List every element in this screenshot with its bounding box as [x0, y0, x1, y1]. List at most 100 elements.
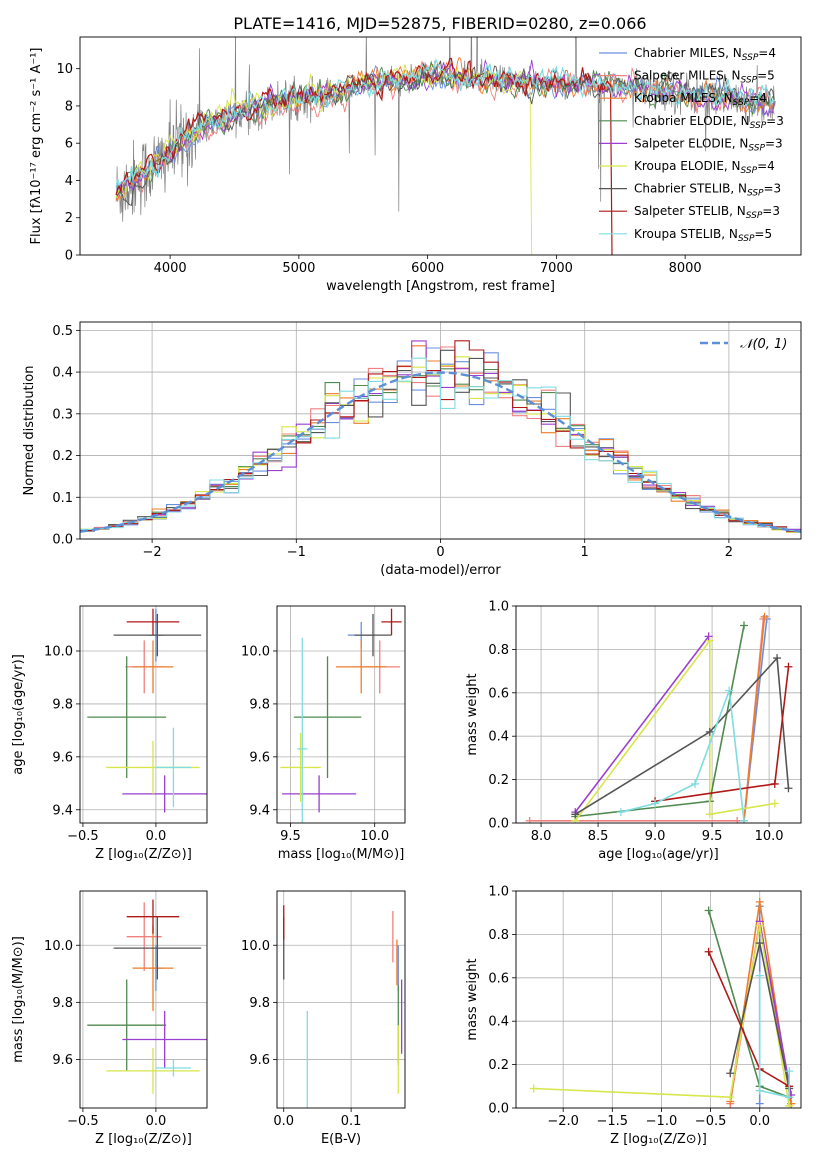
- y-tick-label: 0.4: [488, 730, 509, 745]
- x-tick-label: 2: [725, 545, 733, 560]
- y-tick-label: 0.2: [52, 449, 73, 464]
- weight-line-salpeter-elodie: [574, 635, 710, 813]
- weight-marker: [616, 808, 625, 817]
- errorbar-salpeter-stelib: [126, 899, 180, 934]
- weight-line-kroupa-stelib: [758, 975, 790, 1099]
- errorbar-chabrier-stelib: [113, 916, 202, 980]
- x-axis-label: wavelength [Angstrom, rest frame]: [326, 279, 555, 294]
- y-tick-label: 0.0: [488, 1102, 509, 1117]
- y-axis-label: mass [log₁₀(M/M⊙)]: [11, 936, 26, 1063]
- y-tick-label: 0.6: [488, 686, 509, 701]
- x-tick-label: −2: [143, 545, 162, 560]
- weight-marker: [785, 1101, 794, 1108]
- x-axis-label: E(B-V): [321, 1132, 361, 1147]
- y-axis-label: mass weight: [465, 673, 480, 755]
- y-tick-label: 1.0: [488, 600, 509, 615]
- legend-entry: Salpeter ELODIE, NSSP=3: [634, 136, 783, 153]
- mass_weight_vs_Z-panel: −2.0 −1.5 −1.0 −0.5 0.0 0.0 0.2 0.4 0.6 0.8 1.0 Z […: [465, 885, 802, 1147]
- legend-entry: 𝒩(0, 1): [740, 337, 787, 352]
- plot-area: [115, 37, 776, 255]
- y-tick-label: 9.8: [52, 996, 73, 1011]
- weight-line-salpeter-elodie: [758, 921, 792, 1096]
- weight-marker: [755, 939, 764, 948]
- weight-marker: [755, 1099, 764, 1108]
- weight-marker: [760, 612, 769, 621]
- y-tick-label: 0.5: [52, 324, 73, 339]
- y-tick-label: 9.8: [249, 996, 270, 1011]
- axes-frame: [515, 605, 802, 824]
- x-axis-label: age [log₁₀(age/yr)]: [598, 847, 719, 862]
- mass_vs_Z-panel: −0.5 0.0 9.6 9.8 10.0 Z [log₁₀(Z/Z⊙)] mass [lo…: [11, 890, 208, 1147]
- weight-marker: [571, 810, 580, 819]
- x-axis-label: Z [log₁₀(Z/Z⊙)]: [95, 1132, 192, 1147]
- plot-area: [87, 899, 207, 1094]
- y-tick-label: 9.6: [52, 1053, 73, 1068]
- legend-entry: Chabrier MILES, NSSP=4: [634, 46, 776, 63]
- y-tick-label: 0.8: [488, 928, 509, 943]
- weight-marker: [755, 897, 764, 906]
- x-tick-label: −1: [287, 545, 306, 560]
- x-tick-label: −1.0: [646, 1114, 678, 1129]
- y-tick-label: 0.0: [52, 533, 73, 548]
- y-tick-label: 0.8: [488, 643, 509, 658]
- normal-reference-curve: [80, 371, 801, 533]
- legend-entry: Kroupa ELODIE, NSSP=4: [634, 159, 775, 176]
- errorbar-kroupa-miles: [132, 640, 174, 694]
- errorbar-salpeter-stelib: [381, 608, 402, 636]
- y-axis-label: Normed distribution: [22, 366, 37, 496]
- errorbar-salpeter-stelib: [126, 608, 180, 636]
- y-tick-label: 1.0: [488, 885, 509, 900]
- model-line-salpeter-stelib: [115, 57, 613, 255]
- x-axis-label: Z [log₁₀(Z/Z⊙)]: [95, 847, 192, 862]
- weight-marker: [705, 727, 714, 736]
- errorbar-kroupa-stelib: [155, 727, 191, 808]
- mass_weight_vs_age-panel: 8.0 8.5 9.0 9.5 10.0 0.0 0.2 0.4 0.6 0.8 1.0 age [l…: [465, 600, 802, 862]
- weight-marker: [651, 799, 660, 808]
- errorbar-kroupa-stelib: [155, 1059, 191, 1077]
- legend-entry: Kroupa MILES, NSSP=4: [634, 91, 767, 108]
- model-line-chabrier-stelib: [115, 60, 775, 207]
- x-axis-label: Z [log₁₀(Z/Z⊙)]: [610, 1132, 707, 1147]
- weight-marker: [785, 1067, 794, 1076]
- axes-frame: [79, 36, 802, 256]
- errorbar-chabrier-stelib: [354, 613, 392, 657]
- weight-line-chabrier-elodie: [707, 910, 790, 1098]
- model-line-salpeter-miles: [115, 60, 775, 201]
- errorbar-kroupa-elodie: [280, 733, 321, 802]
- weight-marker: [690, 779, 699, 788]
- x-tick-label: 8.0: [531, 829, 552, 844]
- weight-marker: [525, 816, 534, 823]
- weight-marker: [705, 636, 714, 645]
- y-tick-label: 8: [65, 99, 73, 114]
- weight-marker: [740, 816, 748, 823]
- weight-marker: [784, 784, 793, 793]
- legend-entry: Chabrier ELODIE, NSSP=3: [634, 114, 784, 131]
- x-tick-label: 7000: [540, 261, 573, 276]
- plot-area: [80, 340, 801, 533]
- errorbar-kroupa-miles: [132, 925, 174, 1011]
- x-axis-label: mass [log₁₀(M/M⊙)]: [278, 847, 405, 862]
- x-tick-label: 9.5: [280, 829, 301, 844]
- y-tick-label: 0: [65, 249, 73, 264]
- y-tick-label: 0.4: [52, 366, 73, 381]
- figure-title: PLATE=1416, MJD=52875, FIBERID=0280, z=0…: [233, 14, 646, 33]
- x-tick-label: 0: [436, 545, 444, 560]
- errorbar-kroupa-stelib: [297, 637, 308, 823]
- axes-frame: [79, 890, 208, 1109]
- weight-marker: [733, 816, 742, 823]
- weight-marker: [529, 1084, 538, 1093]
- y-tick-label: 9.6: [249, 750, 270, 765]
- mass_vs_ebv-panel: 0.0 0.1 9.6 9.8 10.0 E(B-V): [241, 890, 406, 1147]
- x-tick-label: −0.5: [695, 1114, 727, 1129]
- errorbar-salpeter-miles: [126, 902, 162, 971]
- weight-marker: [773, 654, 782, 663]
- errorbar-chabrier-elodie: [293, 656, 362, 779]
- x-tick-label: 8.5: [588, 829, 609, 844]
- model-line-kroupa-stelib: [115, 58, 775, 188]
- x-tick-label: −0.5: [67, 829, 99, 844]
- y-tick-label: 10: [56, 62, 73, 77]
- x-tick-label: 0.0: [749, 1114, 770, 1129]
- plot-area: [529, 897, 796, 1108]
- weight-marker: [705, 810, 714, 819]
